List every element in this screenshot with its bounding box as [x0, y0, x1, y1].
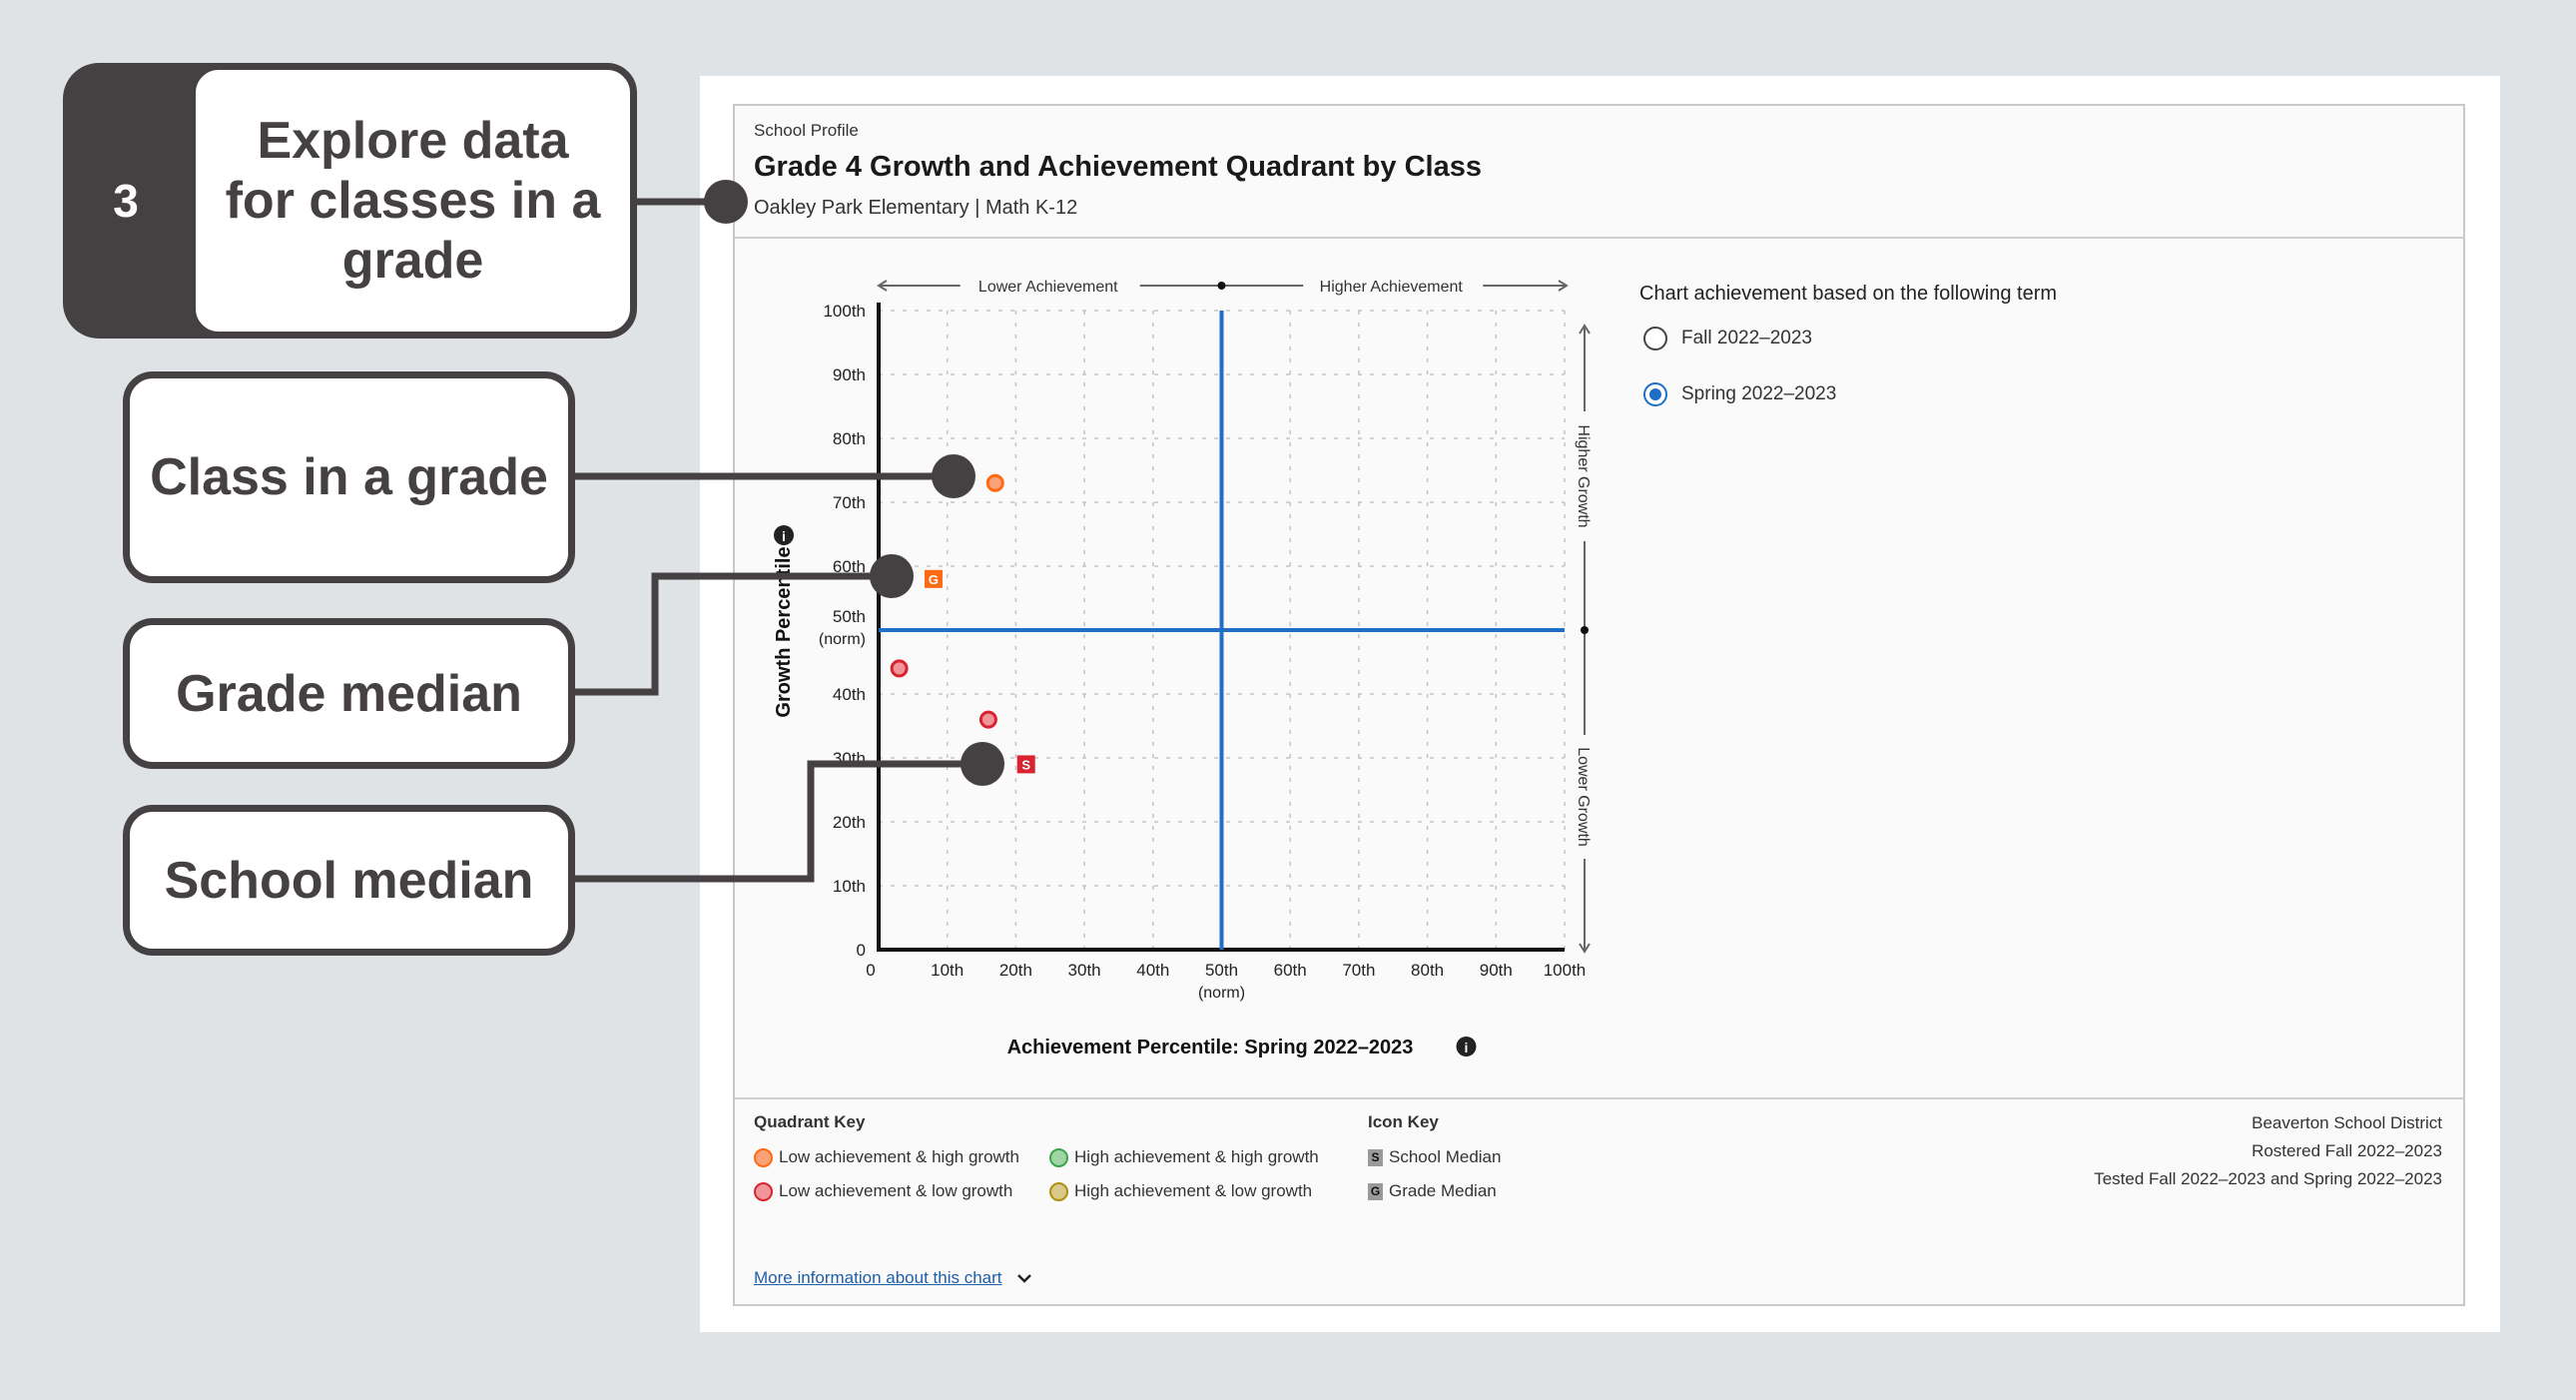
arrow-down-icon: [1579, 943, 1591, 954]
higher-achievement-label: Higher Achievement: [1320, 279, 1464, 296]
label-bg: [1303, 274, 1484, 298]
y-tick-norm-label: (norm): [819, 631, 866, 648]
quadrant-chart: 0 10th 20th 30th 40th 50th 60th 70th 80th 90th 100…: [773, 274, 1597, 1058]
y-tick-label: 60th: [833, 557, 866, 576]
y-tick-label: 50th: [833, 607, 866, 626]
key-label: Low achievement & low growth: [779, 1181, 1013, 1200]
key-label: High achievement & low growth: [1074, 1181, 1313, 1200]
page-title: Grade 4 Growth and Achievement Quadrant …: [754, 151, 1482, 183]
green-dot-icon: [1049, 1147, 1068, 1167]
tested: Tested Fall 2022–2023 and Spring 2022–20…: [2094, 1169, 2442, 1188]
lower-achievement-label: Lower Achievement: [978, 279, 1118, 296]
callout-grade-median: Grade median: [123, 618, 575, 769]
midpoint-dot: [1217, 282, 1226, 290]
lower-growth-label: Lower Growth: [1575, 747, 1592, 847]
y-axis-title: Growth Percentile: [773, 546, 795, 717]
grade-median-marker: [924, 569, 943, 588]
school-median-letter: S: [1021, 757, 1030, 772]
y-tick-label: 20th: [833, 813, 866, 832]
key-school-median: S School Median: [1368, 1147, 1501, 1167]
label-bg: [960, 274, 1140, 298]
key-low-high: Low achievement & high growth: [754, 1147, 1019, 1167]
y-tick-label: 70th: [833, 493, 866, 512]
x-tick-label: 40th: [1136, 961, 1169, 980]
step-number: 3: [113, 175, 139, 227]
midpoint-dot: [1581, 626, 1589, 634]
x-tick-label: 20th: [999, 961, 1032, 980]
radio-fall[interactable]: Fall 2022–2023: [1643, 327, 1812, 350]
radio-label: Fall 2022–2023: [1681, 328, 1812, 349]
info-icon: [1456, 1037, 1477, 1056]
eyebrow: School Profile: [754, 121, 859, 140]
x-tick-label: 10th: [931, 961, 964, 980]
step-label: Explore data for classes in a grade: [189, 63, 637, 339]
label-bg: [1573, 411, 1597, 541]
y-tick-label: 0: [857, 941, 866, 960]
key-label: High achievement & high growth: [1074, 1147, 1319, 1166]
key-label: Grade Median: [1389, 1181, 1497, 1200]
key-high-high: High achievement & high growth: [1049, 1147, 1319, 1167]
school-median-marker: [1016, 755, 1035, 774]
class-point: [978, 710, 997, 729]
info-icon-glyph: i: [782, 528, 786, 544]
report-info: Beaverton School District Rostered Fall …: [2094, 1109, 2442, 1193]
key-label: Low achievement & high growth: [779, 1147, 1019, 1166]
rostered: Rostered Fall 2022–2023: [2252, 1141, 2442, 1160]
page-subtitle: Oakley Park Elementary | Math K-12: [754, 197, 1078, 219]
red-dot-icon: [754, 1181, 773, 1201]
arrow-up-icon: [1579, 324, 1591, 335]
radio-button-selected[interactable]: [1643, 382, 1667, 406]
yellow-dot-icon: [1049, 1181, 1068, 1201]
more-info-toggle[interactable]: More information about this chart: [754, 1268, 1032, 1288]
grade-median-letter: G: [929, 572, 939, 587]
callout-class: Class in a grade: [123, 371, 575, 583]
y-tick-label: 40th: [833, 685, 866, 704]
key-label: School Median: [1389, 1147, 1502, 1166]
y-tick-label: 10th: [833, 877, 866, 896]
y-tick-label: 30th: [833, 749, 866, 768]
x-tick-label: 50th: [1205, 961, 1238, 980]
callout-school-median: School median: [123, 805, 575, 956]
info-icon-glyph: i: [1465, 1040, 1469, 1055]
y-tick-label: 90th: [833, 365, 866, 384]
orange-dot-icon: [754, 1147, 773, 1167]
x-tick-label: 60th: [1274, 961, 1307, 980]
arrow-right-icon: [1558, 280, 1569, 292]
quadrant-key-title: Quadrant Key: [754, 1112, 866, 1131]
info-icon: [774, 525, 794, 545]
arrow-left-icon: [877, 280, 888, 292]
key-high-low: High achievement & low growth: [1049, 1181, 1312, 1201]
more-info-link[interactable]: More information about this chart: [754, 1268, 1002, 1287]
class-point: [985, 473, 1004, 492]
term-selector-label: Chart achievement based on the following…: [1639, 283, 2058, 305]
x-tick-label: 80th: [1411, 961, 1444, 980]
key-grade-median: G Grade Median: [1368, 1181, 1497, 1201]
y-tick-label: 100th: [823, 302, 866, 321]
key-low-low: Low achievement & low growth: [754, 1181, 1012, 1201]
grade-median-icon: G: [1368, 1182, 1383, 1200]
report-card: [733, 104, 2465, 1306]
radio-button[interactable]: [1643, 327, 1667, 350]
y-tick-label: 80th: [833, 429, 866, 448]
label-bg: [1573, 735, 1597, 859]
x-tick-label: 70th: [1342, 961, 1375, 980]
x-tick-label: 90th: [1480, 961, 1513, 980]
header-divider: [735, 237, 2463, 239]
radio-label: Spring 2022–2023: [1681, 383, 1837, 404]
radio-spring[interactable]: Spring 2022–2023: [1643, 382, 1836, 406]
class-point: [890, 659, 909, 678]
footer-divider: [735, 1097, 2463, 1099]
x-tick-label: 100th: [1544, 961, 1587, 980]
icon-key-title: Icon Key: [1368, 1112, 1439, 1131]
higher-growth-label: Higher Growth: [1575, 424, 1592, 527]
x-tick-label: 30th: [1068, 961, 1101, 980]
x-tick-norm-label: (norm): [1198, 985, 1245, 1002]
district: Beaverton School District: [2252, 1113, 2442, 1132]
x-tick-label: 0: [866, 961, 875, 980]
x-axis-title: Achievement Percentile: Spring 2022–2023: [1007, 1037, 1414, 1058]
chevron-down-icon[interactable]: [1016, 1272, 1032, 1284]
school-median-icon: S: [1368, 1148, 1383, 1166]
